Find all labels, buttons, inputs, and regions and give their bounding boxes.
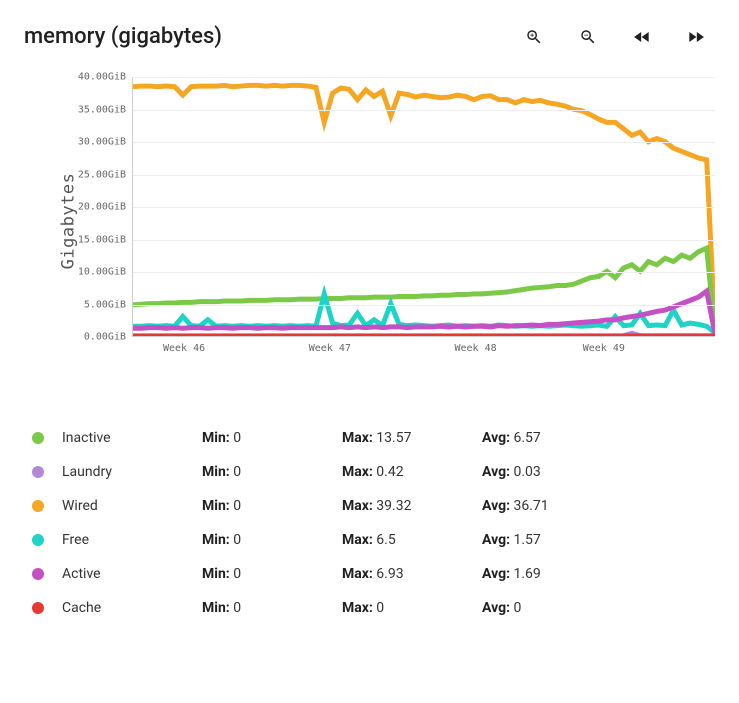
y-tick-label: 35.00GiB: [72, 104, 130, 115]
gridline: [133, 240, 715, 241]
zoom-out-button[interactable]: [577, 26, 599, 48]
legend-swatch: [32, 534, 44, 546]
header: memory (gigabytes): [24, 24, 715, 49]
legend-stat-max: Max: 6.5: [342, 532, 482, 548]
chart-title: memory (gigabytes): [24, 24, 222, 49]
y-tick-label: 10.00GiB: [72, 267, 130, 278]
legend-stat-min: Min: 0: [202, 600, 342, 616]
step-back-button[interactable]: [631, 26, 653, 48]
y-tick-label: 5.00GiB: [72, 299, 130, 310]
legend-stat-max: Max: 6.93: [342, 566, 482, 582]
legend-stat-min: Min: 0: [202, 430, 342, 446]
legend-swatch: [32, 500, 44, 512]
legend-series-name: Active: [62, 566, 202, 582]
y-tick-label: 15.00GiB: [72, 234, 130, 245]
step-forward-button[interactable]: [685, 26, 707, 48]
y-axis-ticks: 0.00GiB5.00GiB10.00GiB15.00GiB20.00GiB25…: [72, 77, 130, 337]
x-axis-ticks: Week 46 Week 47 Week 48 Week 49: [132, 337, 715, 365]
legend-stat-avg: Avg: 36.71: [482, 498, 622, 514]
y-tick-label: 30.00GiB: [72, 137, 130, 148]
legend-swatch: [32, 602, 44, 614]
legend-stat-avg: Avg: 0.03: [482, 464, 622, 480]
y-tick-label: 0.00GiB: [72, 332, 130, 343]
legend-row-wired[interactable]: WiredMin: 0Max: 39.32Avg: 36.71: [24, 489, 715, 523]
x-tick-label: Week 46: [163, 343, 205, 354]
gridline: [133, 110, 715, 111]
zoom-in-icon: [525, 28, 543, 46]
zoom-out-icon: [579, 28, 597, 46]
legend-stat-max: Max: 39.32: [342, 498, 482, 514]
legend-stat-min: Min: 0: [202, 532, 342, 548]
zoom-in-button[interactable]: [523, 26, 545, 48]
legend-row-laundry[interactable]: LaundryMin: 0Max: 0.42Avg: 0.03: [24, 455, 715, 489]
plot-wrap: 0.00GiB 5.00GiB 10.00GiB 15.00GiB 20.00GiB 25…: [74, 77, 715, 365]
chart-area: Gigabytes 0.00GiB5.00GiB10.00GiB15.00GiB…: [24, 77, 715, 365]
legend-stat-avg: Avg: 1.69: [482, 566, 622, 582]
legend-stat-min: Min: 0: [202, 566, 342, 582]
gridline: [133, 77, 715, 78]
legend-stat-max: Max: 0: [342, 600, 482, 616]
gridline: [133, 305, 715, 306]
legend-series-name: Wired: [62, 498, 202, 514]
legend-table: InactiveMin: 0Max: 13.57Avg: 6.57Laundry…: [24, 421, 715, 625]
y-tick-label: 25.00GiB: [72, 169, 130, 180]
legend-row-active[interactable]: ActiveMin: 0Max: 6.93Avg: 1.69: [24, 557, 715, 591]
x-tick-label: Week 49: [583, 343, 625, 354]
legend-series-name: Inactive: [62, 430, 202, 446]
legend-series-name: Free: [62, 532, 202, 548]
gridline: [133, 207, 715, 208]
gridline: [133, 175, 715, 176]
legend-swatch: [32, 466, 44, 478]
y-tick-label: 20.00GiB: [72, 202, 130, 213]
legend-row-cache[interactable]: CacheMin: 0Max: 0Avg: 0: [24, 591, 715, 625]
legend-stat-min: Min: 0: [202, 498, 342, 514]
chart-toolbar: [523, 26, 715, 48]
y-tick-label: 40.00GiB: [72, 72, 130, 83]
x-tick-label: Week 48: [454, 343, 496, 354]
legend-stat-max: Max: 13.57: [342, 430, 482, 446]
gridline: [133, 142, 715, 143]
gridline: [133, 272, 715, 273]
legend-stat-avg: Avg: 6.57: [482, 430, 622, 446]
chart-plot[interactable]: [132, 77, 715, 337]
legend-swatch: [32, 432, 44, 444]
legend-series-name: Cache: [62, 600, 202, 616]
legend-stat-max: Max: 0.42: [342, 464, 482, 480]
legend-row-free[interactable]: FreeMin: 0Max: 6.5Avg: 1.57: [24, 523, 715, 557]
fast-forward-icon: [686, 27, 706, 47]
legend-row-inactive[interactable]: InactiveMin: 0Max: 13.57Avg: 6.57: [24, 421, 715, 455]
legend-swatch: [32, 568, 44, 580]
x-tick-label: Week 47: [309, 343, 351, 354]
legend-series-name: Laundry: [62, 464, 202, 480]
legend-stat-min: Min: 0: [202, 464, 342, 480]
series-line-inactive: [133, 248, 715, 333]
legend-stat-avg: Avg: 0: [482, 600, 622, 616]
legend-stat-avg: Avg: 1.57: [482, 532, 622, 548]
rewind-icon: [632, 27, 652, 47]
